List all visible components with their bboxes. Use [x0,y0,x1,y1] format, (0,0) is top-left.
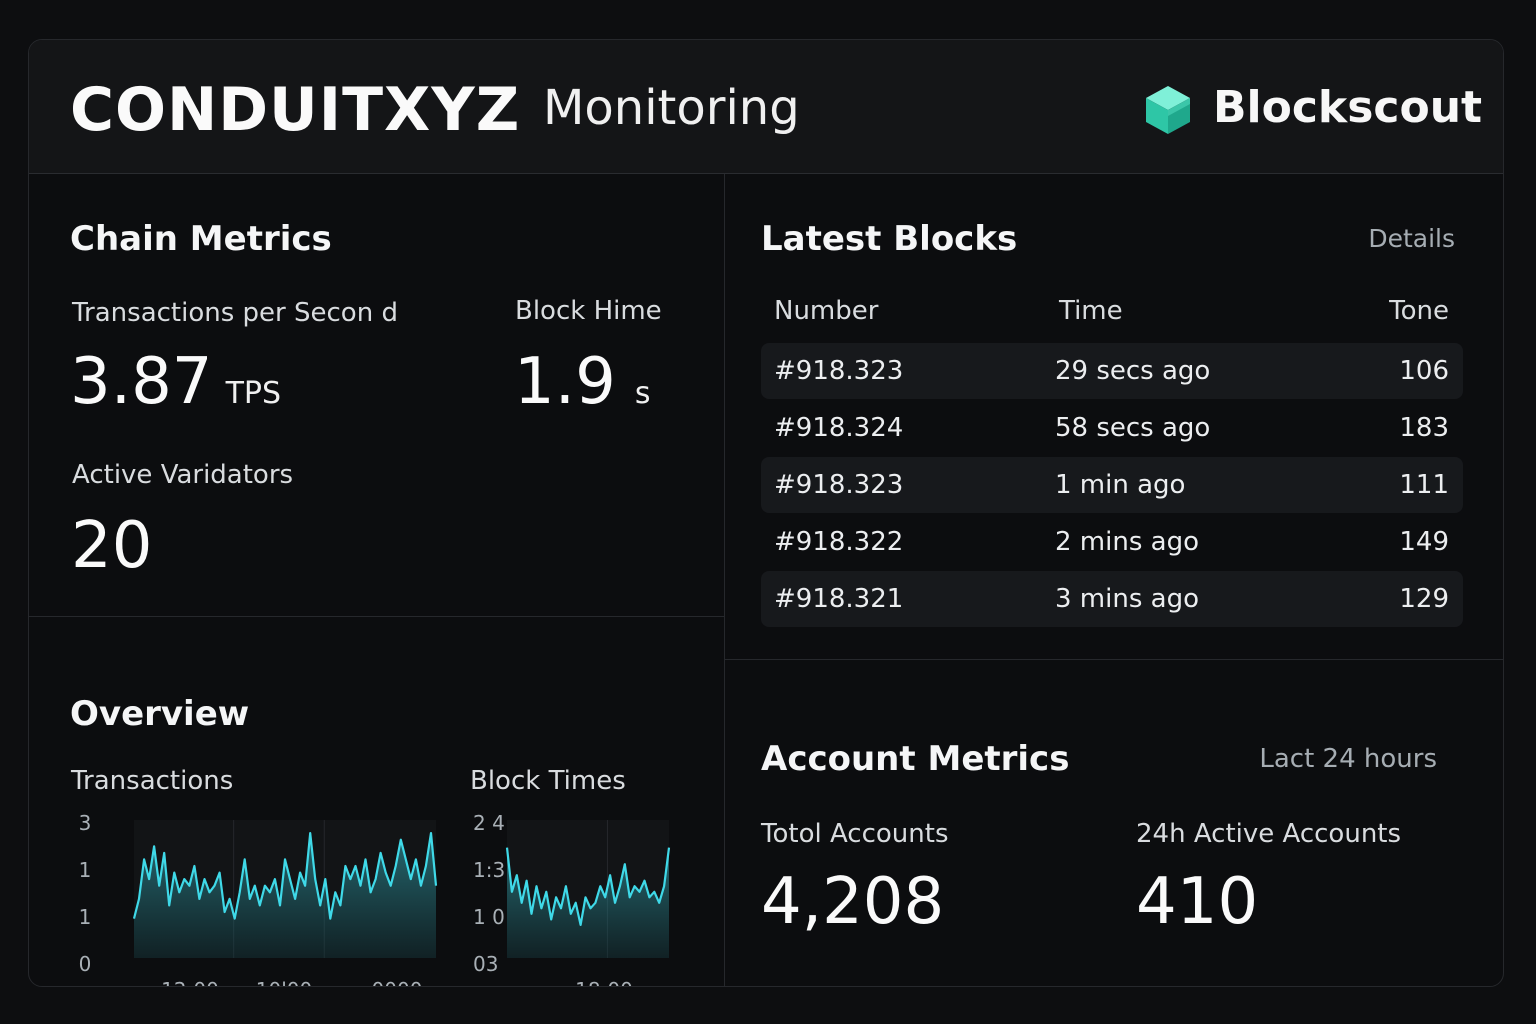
block-time: 58 secs ago [1055,413,1211,443]
column-header-time[interactable]: Time [1059,296,1123,326]
block-number[interactable]: #918.322 [774,527,904,557]
y-tick-label: 03 [473,952,498,976]
cube-icon [1146,86,1190,134]
column-header-tone[interactable]: Tone [1389,296,1449,326]
block-time-value: 1.9 [514,345,616,419]
x-tick-label: 18:00 [575,978,633,987]
block-number[interactable]: #918.323 [774,356,904,386]
transactions-chart-label: Transactions [71,766,234,796]
x-tick-label: 12:00 [161,978,219,987]
block-time: 3 mins ago [1055,584,1199,614]
block-time: 29 secs ago [1055,356,1211,386]
block-number[interactable]: #918.324 [774,413,904,443]
block-number[interactable]: #918.323 [774,470,904,500]
x-tick-label: 10l00 [256,978,312,987]
chain-metrics-title: Chain Metrics [70,219,332,259]
tps-label: Transactions per Secon d [72,298,398,328]
chain-metrics-panel: Chain Metrics Transactions per Secon d 3… [29,174,725,617]
tps-metric: 3.87 TPS [70,350,281,414]
y-tick-label: 1:3 [473,858,505,882]
block-time-unit: s [634,376,651,411]
block-time-label: Block Hime [515,296,662,326]
active-accounts-label: 24h Active Accounts [1136,819,1402,849]
active-accounts-value: 410 [1136,865,1259,939]
period-selector[interactable]: Lact 24 hours [1259,744,1437,774]
latest-blocks-panel: Latest Blocks Details Number Time Tone #… [725,174,1503,660]
x-tick-label: 0000 [372,978,423,987]
validators-value: 20 [71,509,153,583]
column-header-number[interactable]: Number [774,296,879,326]
y-tick-label: 2 4 [473,811,505,835]
block-time-metric: 1.9 s [514,350,651,414]
y-tick-label: 1 [79,905,92,929]
dashboard-frame: CONDUITXYZ Monitoring Blockscout Chain M… [28,39,1504,987]
block-tone: 129 [1399,584,1449,614]
y-tick-label: 1 [79,858,92,882]
transactions-chart: 3 1 1 0 12:00 10l00 0000 [79,811,438,987]
table-row[interactable]: #918.322 2 mins ago 149 [761,514,1463,570]
y-tick-label: 1 0 [473,905,505,929]
total-accounts-label: Totol Accounts [761,819,949,849]
series-line [505,847,671,926]
block-times-chart-label: Block Times [470,766,626,796]
y-tick-label: 0 [79,952,92,976]
total-accounts-value: 4,208 [761,865,945,939]
block-number[interactable]: #918.321 [774,584,904,614]
validators-label: Active Varidators [72,460,294,490]
block-tone: 183 [1399,413,1449,443]
series-line [132,832,438,920]
series-area [134,833,436,958]
table-row[interactable]: #918.324 58 secs ago 183 [761,400,1463,456]
block-tone: 149 [1399,527,1449,557]
block-time: 1 min ago [1055,470,1186,500]
table-row[interactable]: #918.321 3 mins ago 129 [761,571,1463,627]
block-time: 2 mins ago [1055,527,1199,557]
blockscout-logo-text[interactable]: Blockscout [1213,82,1483,133]
latest-blocks-title: Latest Blocks [761,219,1018,259]
header-bar: CONDUITXYZ Monitoring Blockscout [29,40,1503,174]
block-times-chart: 2 4 1:3 1 0 03 18:00 [473,811,671,987]
overview-panel: Overview Transactions Block Times 3 1 1 0 12… [29,617,725,987]
account-metrics-panel: Account Metrics Lact 24 hours Totol Acco… [725,660,1503,986]
block-tone: 106 [1399,356,1449,386]
table-row[interactable]: #918.323 29 secs ago 106 [761,343,1463,399]
account-metrics-title: Account Metrics [761,739,1070,779]
series-area [507,847,669,958]
tps-unit: TPS [225,376,282,411]
tps-value: 3.87 [70,345,213,419]
brand-title: CONDUITXYZ [70,75,521,145]
y-tick-label: 3 [79,811,92,835]
brand-subtitle: Monitoring [543,80,800,136]
overview-title: Overview [70,694,250,734]
table-row[interactable]: #918.323 1 min ago 111 [761,457,1463,513]
block-tone: 111 [1399,470,1449,500]
details-link[interactable]: Details [1368,224,1455,253]
